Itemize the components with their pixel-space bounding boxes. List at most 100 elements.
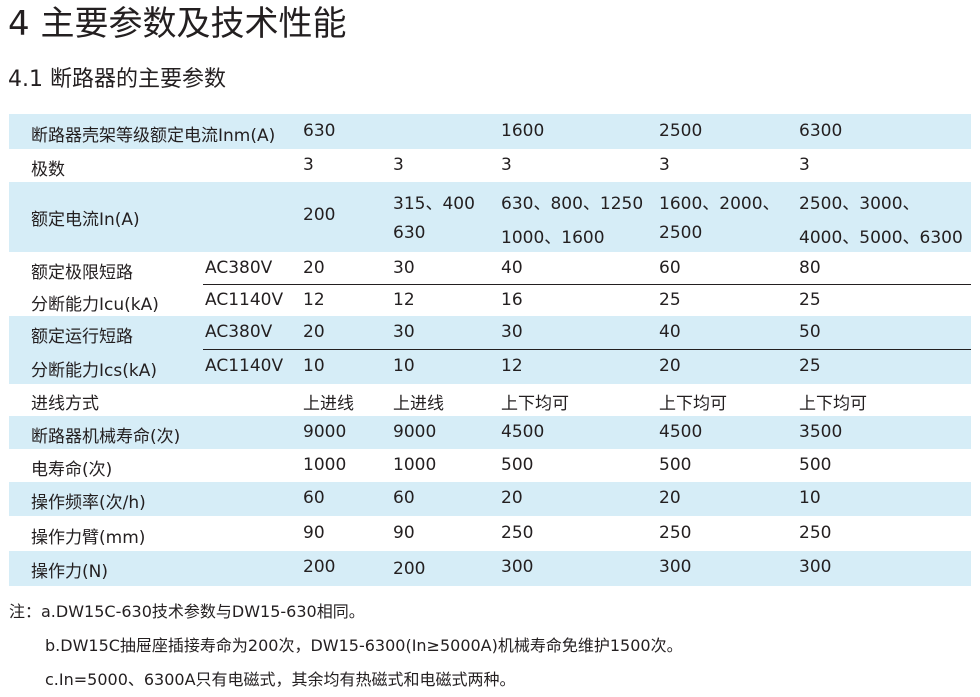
cell: 200 [393,559,426,579]
header-label: 断路器壳架等级额定电流Inm(A) [31,126,276,146]
cell: 250 [501,523,534,543]
note-c: c.In=5000、6300A只有电磁式，其余均有热磁式和电磁式两种。 [45,670,516,689]
row-label: 额定极限短路 [31,263,133,283]
voltage-label: AC380V [205,258,273,278]
cell: 9000 [393,422,437,442]
cell: 上进线 [393,394,444,414]
cell: 30 [393,322,415,342]
cell: 1000、1600 [501,228,605,248]
cell: 200 [303,205,336,225]
cell: 60 [393,488,415,508]
cell: 30 [393,258,415,278]
voltage-label: AC380V [205,322,273,342]
cell: 9000 [303,422,347,442]
section-title: 4 主要参数及技术性能 [8,4,347,44]
divider [203,349,971,350]
ics-block-bottom: 分断能力Ics(kA) AC1140V 10 10 12 20 25 [9,350,971,384]
cell: 90 [303,523,325,543]
row-label: 操作力臂(mm) [31,528,146,548]
cell: 20 [659,356,681,376]
cell: 12 [501,356,523,376]
cell: 3 [799,155,810,175]
cell: 4500 [501,422,545,442]
cell: 630 [393,223,426,243]
cell: 10 [799,488,821,508]
cell: 25 [659,290,681,310]
cell: 300 [501,557,534,577]
cell: 20 [303,258,325,278]
note-a: 注：a.DW15C-630技术参数与DW15-630相同。 [9,602,365,621]
cell: 上下均可 [501,394,569,414]
cell: 4500 [659,422,703,442]
row-label: 操作频率(次/h) [31,493,146,513]
cell: 500 [501,455,534,475]
cell: 80 [799,258,821,278]
parameter-table: 断路器壳架等级额定电流Inm(A) 630 1600 2500 6300 极数 … [9,114,971,586]
cell: 上下均可 [659,394,727,414]
table-row: 操作频率(次/h) 60 60 20 20 10 [9,482,971,516]
row-label: 进线方式 [31,394,99,414]
cell: 25 [799,290,821,310]
cell: 20 [659,488,681,508]
cell: 60 [659,258,681,278]
cell: 30 [501,322,523,342]
cell: 200 [303,557,336,577]
cell: 25 [799,356,821,376]
cell: 500 [799,455,832,475]
row-label: 操作力(N) [31,562,108,582]
cell: 4000、5000、6300 [799,228,963,248]
cell: 2500、3000、 [799,194,920,214]
cell: 3 [303,155,314,175]
row-label: 电寿命(次) [31,460,113,480]
cell: 上进线 [303,394,354,414]
cell: 40 [501,258,523,278]
table-row: 操作力臂(mm) 90 90 250 250 250 [9,516,971,551]
row-label: 断路器机械寿命(次) [31,427,181,447]
table-header-row: 断路器壳架等级额定电流Inm(A) 630 1600 2500 6300 [9,114,971,149]
cell: 12 [393,290,415,310]
cell: 10 [303,356,325,376]
header-630: 630 [303,121,336,141]
cell: 3500 [799,422,843,442]
cell: 300 [659,557,692,577]
cell: 上下均可 [799,394,867,414]
divider [203,284,971,285]
cell: 20 [303,322,325,342]
subsection-title: 4.1 断路器的主要参数 [8,67,226,92]
row-label: 额定电流In(A) [31,210,140,230]
cell: 50 [799,322,821,342]
cell: 630、800、1250 [501,194,644,214]
row-label: 额定运行短路 [31,327,133,347]
cell: 500 [659,455,692,475]
header-2500: 2500 [659,121,703,141]
lower-rows: 进线方式 上进线 上进线 上下均可 上下均可 上下均可 断路器机械寿命(次) 9… [9,384,971,586]
header-1600: 1600 [501,121,545,141]
voltage-label: AC1140V [205,356,284,376]
cell: 1600、2000、 [659,194,780,214]
cell: 250 [799,523,832,543]
voltage-label: AC1140V [205,290,284,310]
table-row: 额定电流In(A) 200 315、400 630 630、800、1250 1… [9,182,971,252]
cell: 16 [501,290,523,310]
cell: 300 [799,557,832,577]
cell: 60 [303,488,325,508]
cell: 3 [659,155,670,175]
ics-block-top: 额定运行短路 AC380V 20 30 30 40 50 [9,316,971,350]
note-b: b.DW15C抽屉座插接寿命为200次，DW15-6300(In≥5000A)机… [45,636,683,655]
table-row: 断路器机械寿命(次) 9000 9000 4500 4500 3500 [9,416,971,449]
table-row: 极数 3 3 3 3 3 [9,149,971,182]
cell: 1000 [303,455,347,475]
cell: 3 [393,155,404,175]
cell: 1000 [393,455,437,475]
cell: 315、400 [393,194,475,214]
header-6300: 6300 [799,121,843,141]
row-label: 极数 [31,160,65,180]
row-label: 分断能力Ics(kA) [31,361,157,381]
table-row: 电寿命(次) 1000 1000 500 500 500 [9,449,971,482]
icu-block: 额定极限短路 分断能力Icu(kA) AC380V 20 30 40 60 80… [9,252,971,316]
cell: 90 [393,523,415,543]
cell: 20 [501,488,523,508]
cell: 3 [501,155,512,175]
cell: 2500 [659,223,703,243]
table-row: 进线方式 上进线 上进线 上下均可 上下均可 上下均可 [9,384,971,416]
